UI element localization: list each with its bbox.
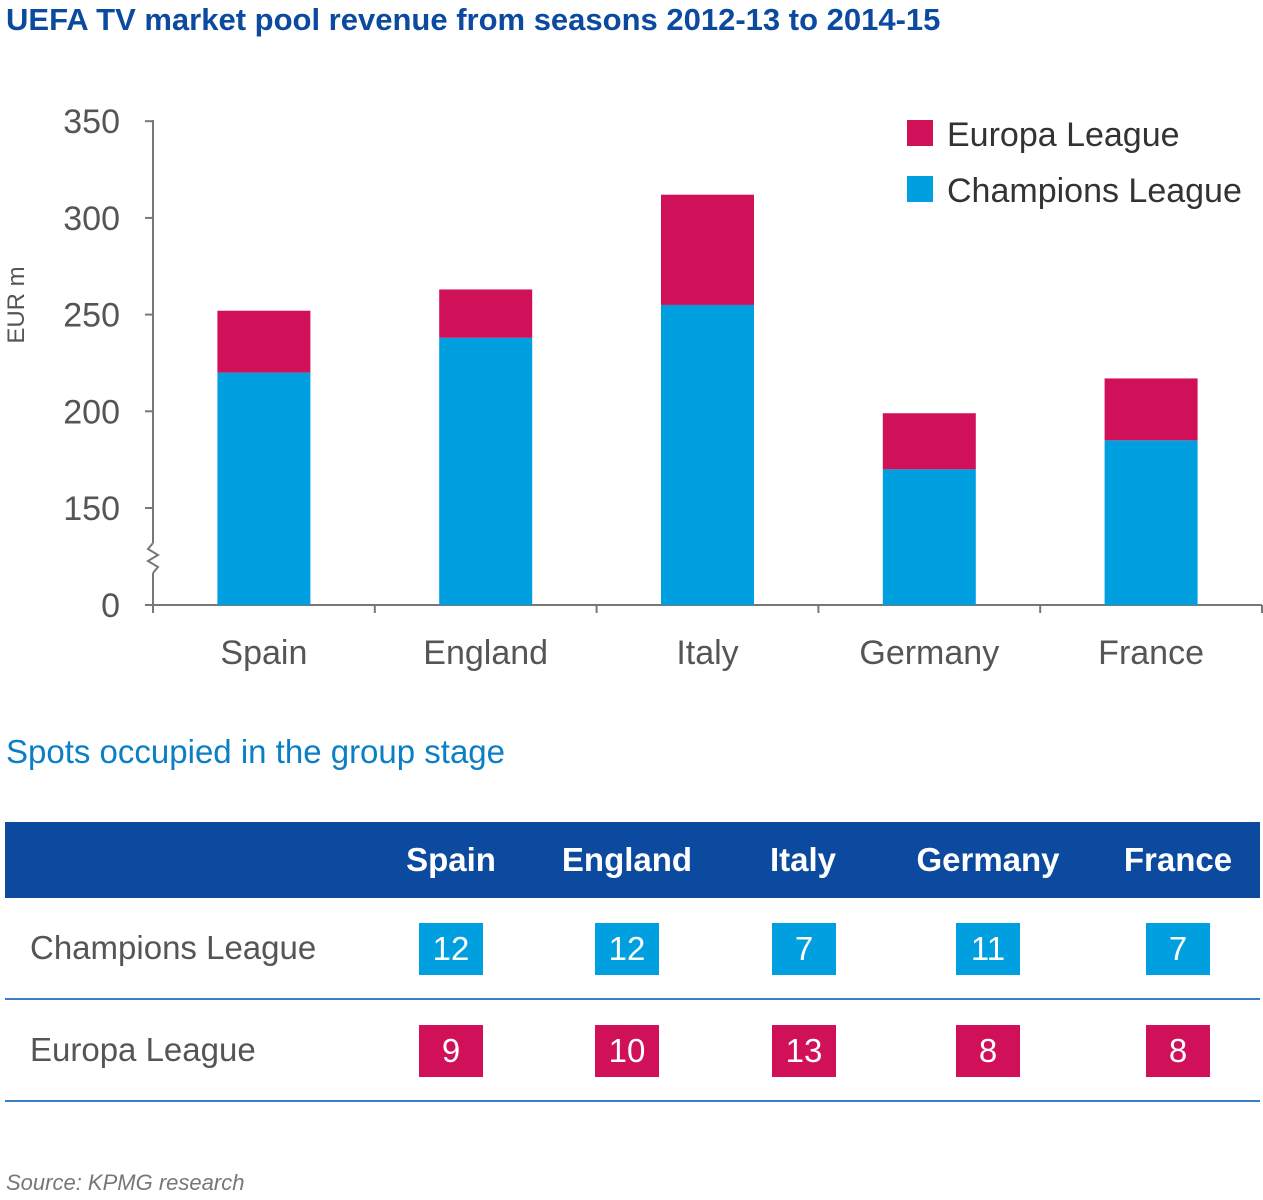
legend-swatch-champions [907,176,933,202]
table-row-champions-league: Champions League 12 12 7 11 7 [5,898,1260,1000]
bar-europa-france [1104,378,1198,441]
x-tick-label: Italy [676,634,738,672]
axis-break-mark [146,542,160,574]
cell-france: 7 [1146,923,1210,975]
y-tick-label: 200 [63,393,120,431]
bar-europa-germany [882,413,976,470]
cell-italy: 7 [772,923,836,975]
x-tick-label: England [423,634,548,672]
y-tick-label: 250 [63,297,120,335]
source-note: Source: KPMG research [6,1170,245,1195]
table-subtitle: Spots occupied in the group stage [6,733,506,770]
row-label: Europa League [30,1031,256,1068]
x-tick-label: Germany [859,634,999,672]
y-tick-label: 0 [101,587,120,625]
cell-italy: 13 [772,1025,836,1077]
column-header-france: France [1123,841,1233,878]
chart-title: UEFA TV market pool revenue from seasons… [6,2,941,37]
column-header-spain: Spain [406,841,496,878]
table-header: Spain England Italy Germany France [5,822,1260,898]
y-tick-label: 300 [63,200,120,238]
bar-europa-italy [661,194,754,305]
bar-champions-france [1104,440,1198,605]
x-tick-label: France [1098,634,1204,672]
column-header-england: England [561,841,693,878]
cell-england: 12 [595,923,659,975]
cell-spain: 12 [419,923,483,975]
row-label: Champions League [30,929,317,966]
bar-chart: 0 150 200 250 300 350 EUR m Spain England Italy Ge… [3,103,1263,672]
table-row-europa-league: Europa League 9 10 13 8 8 [5,1000,1260,1102]
y-tick-label: 350 [63,103,120,141]
cell-germany: 8 [956,1025,1020,1077]
legend-label-europa: Europa League [947,116,1180,154]
bar-champions-germany [882,469,976,605]
bar-champions-spain [217,372,311,605]
legend-label-champions: Champions League [947,172,1242,210]
cell-england: 10 [595,1025,659,1077]
legend-swatch-europa [907,120,933,146]
x-tick-label: Spain [220,634,307,672]
cell-france: 8 [1146,1025,1210,1077]
bar-europa-spain [217,310,311,373]
bar-champions-italy [661,304,754,605]
cell-germany: 11 [956,923,1020,975]
y-tick-label: 150 [63,490,120,528]
column-header-germany: Germany [916,841,1060,878]
bar-champions-england [439,337,533,605]
cell-spain: 9 [419,1025,483,1077]
column-header-italy: Italy [769,841,837,878]
bar-europa-england [439,289,533,338]
y-axis-label: EUR m [3,266,30,343]
